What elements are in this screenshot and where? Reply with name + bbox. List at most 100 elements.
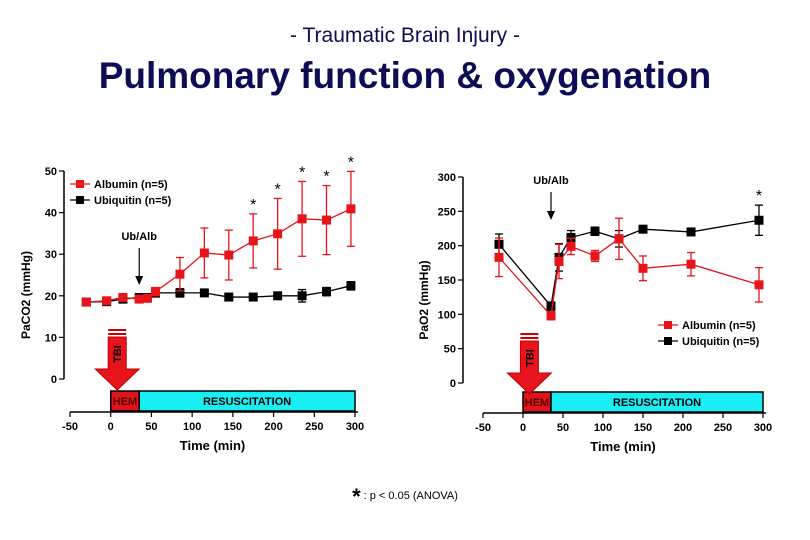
x-tick-label: 250 [714,422,732,434]
x-tick-label: 50 [557,422,569,434]
x-tick-label: 150 [634,422,652,434]
y-tick-label: 30 [45,249,57,261]
chart-paco2: 0 10 20 30 40 50 PaCO2 (mmHg) -50 0 50 100 150 200 25… [19,154,364,453]
tbi-label: TBI [112,345,124,363]
data-point [199,288,209,298]
data-point [346,204,356,214]
data-point [102,296,112,306]
data-point [322,215,331,225]
data-point [175,269,185,279]
data-point [224,250,234,260]
significance-star-icon: * [323,169,329,186]
data-point [134,294,144,304]
data-point [638,224,648,234]
data-point [151,287,160,297]
significance-star-icon: * [250,197,256,214]
series-albumin: * * * * * [81,154,356,307]
legend-entry: Ubiquitin (n=5) [94,195,172,207]
y-tick-label: 300 [438,172,456,184]
x-tick-label: 0 [108,421,114,433]
footnote-text: : p < 0.05 (ANOVA) [363,490,458,502]
y-tick-label: 150 [438,275,456,287]
phase-label: RESUSCITATION [203,396,291,408]
legend-marker-icon [664,337,672,345]
legend: Albumin (n=5) Ubiquitin (n=5) [658,320,760,348]
slide-subtitle: - Traumatic Brain Injury - [290,24,520,47]
tbi-arrow-icon: TBI [93,329,141,391]
y-tick-label: 20 [45,291,57,303]
slide-title: Pulmonary function & oxygenation [98,55,712,96]
y-tick-label: 100 [438,309,456,321]
tbi-arrow-icon: TBI [506,333,553,395]
y-tick-label: 200 [438,241,456,253]
x-tick-label: 100 [594,422,612,434]
x-tick-label: 0 [520,422,526,434]
significance-footnote: *: p < 0.05 (ANOVA) [0,484,810,510]
data-point [142,293,152,303]
x-tick-label: 100 [183,421,201,433]
data-point [322,287,331,297]
series-albumin [494,217,764,321]
phase-bar-resuscitation [138,390,356,412]
data-point [297,214,307,224]
data-point [754,215,764,225]
significance-star-icon: * [352,484,361,509]
chart-pao2: 0 50 100 150 200 250 300 PaO2 (mmHg) -50 0 50 100 15… [417,172,772,454]
phase-label: HEM [525,397,549,409]
data-point [590,226,600,236]
x-axis-label: Time (min) [180,438,246,453]
data-point [546,311,556,321]
x-tick-label: 250 [305,421,323,433]
treatment-arrow-label: Ub/Alb [533,175,569,187]
legend-entry: Albumin (n=5) [682,320,756,332]
x-tick-label: -50 [475,422,491,434]
data-point [81,297,91,307]
y-tick-label: 0 [51,374,57,386]
data-point [686,259,696,269]
x-tick-label: 150 [224,421,242,433]
y-tick-label: 0 [450,378,456,390]
data-point [346,281,356,291]
legend-marker-icon [76,196,84,204]
data-point [638,263,648,273]
legend: Albumin (n=5) Ubiquitin (n=5) [70,179,172,207]
series-ubiquitin: * [494,188,764,311]
data-point [273,229,283,239]
y-tick-label: 50 [45,166,57,178]
y-tick-label: 50 [444,344,456,356]
y-axis-label: PaO2 (mmHg) [417,260,431,339]
data-point [199,248,209,258]
x-tick-label: 200 [264,421,282,433]
data-point [494,252,504,262]
data-point [175,288,185,298]
data-point [273,291,283,301]
data-point [686,227,696,237]
y-axis-label: PaCO2 (mmHg) [19,251,33,339]
legend-marker-icon [664,321,672,329]
x-axis-label: Time (min) [590,439,656,454]
data-point [248,292,258,302]
data-point [118,292,128,302]
data-point [554,256,564,266]
legend-marker-icon [76,180,84,188]
x-tick-label: 300 [754,422,772,434]
legend-entry: Ubiquitin (n=5) [682,336,760,348]
x-tick-label: 200 [674,422,692,434]
data-point [248,236,258,246]
data-point [297,291,307,301]
data-point [754,280,764,290]
significance-star-icon: * [275,181,281,198]
data-point [566,232,576,242]
data-point [224,292,234,302]
significance-star-icon: * [348,154,354,171]
data-point [590,251,600,261]
data-point [614,234,624,244]
y-tick-label: 10 [45,332,57,344]
legend-entry: Albumin (n=5) [94,179,168,191]
significance-star-icon: * [299,164,305,181]
phase-bar-resuscitation [550,391,764,413]
treatment-arrow-label: Ub/Alb [121,231,157,243]
x-tick-label: 300 [346,421,364,433]
y-tick-label: 40 [45,208,57,220]
